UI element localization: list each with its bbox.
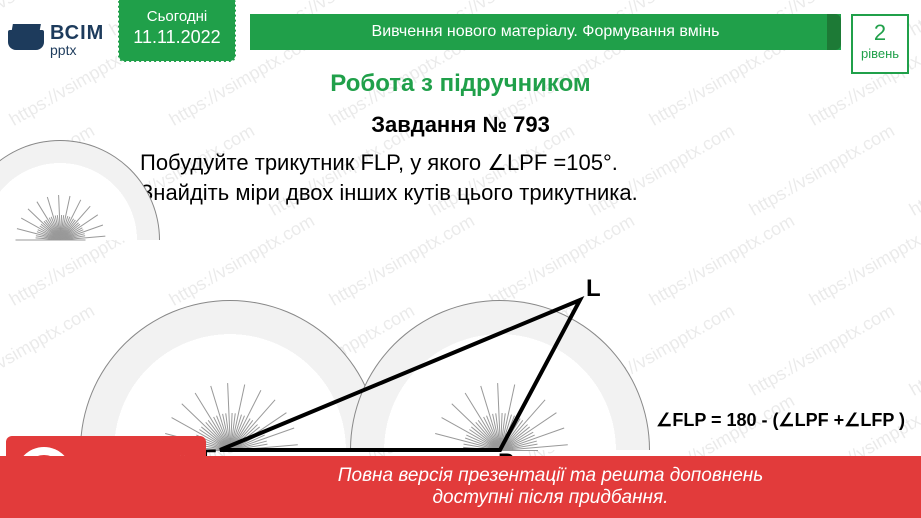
- level-label: рівень: [861, 46, 899, 61]
- logo-line2: pptx: [50, 43, 104, 57]
- footer-bar: Повна версія презентації та решта доповн…: [0, 456, 921, 518]
- header-title-strip: Вивчення нового матеріалу. Формування вм…: [250, 14, 841, 50]
- protractor-top-left: [0, 140, 160, 240]
- level-number: 2: [853, 20, 907, 46]
- vertex-l: L: [586, 275, 601, 302]
- task-line2: Знайдіть міри двох інших кутів цього три…: [140, 178, 861, 208]
- triangle-shape: [220, 300, 580, 450]
- graduation-cap-icon: [8, 30, 44, 50]
- footer-line2: доступні після придбання.: [338, 487, 763, 509]
- level-badge: 2 рівень: [851, 14, 909, 74]
- date-value: 11.11.2022: [119, 27, 235, 48]
- logo-text: ВСІМ pptx: [50, 23, 104, 57]
- formula-text: ∠FLP = 180 - (∠LPF +∠LFP ): [656, 410, 905, 431]
- date-label: Сьогодні: [119, 8, 235, 25]
- task-line1: Побудуйте трикутник FLP, у якого ∠LPF =1…: [140, 148, 861, 178]
- footer-line1: Повна версія презентації та решта доповн…: [338, 465, 763, 487]
- logo: ВСІМ pptx: [8, 23, 104, 57]
- section-title: Робота з підручником: [0, 70, 921, 98]
- task-body: Побудуйте трикутник FLP, у якого ∠LPF =1…: [140, 148, 861, 207]
- scroll-right-icon: [827, 14, 841, 50]
- date-badge: Сьогодні 11.11.2022: [118, 0, 236, 62]
- header-title: Вивчення нового матеріалу. Формування вм…: [372, 23, 720, 41]
- task-title: Завдання № 793: [0, 112, 921, 138]
- logo-line1: ВСІМ: [50, 23, 104, 43]
